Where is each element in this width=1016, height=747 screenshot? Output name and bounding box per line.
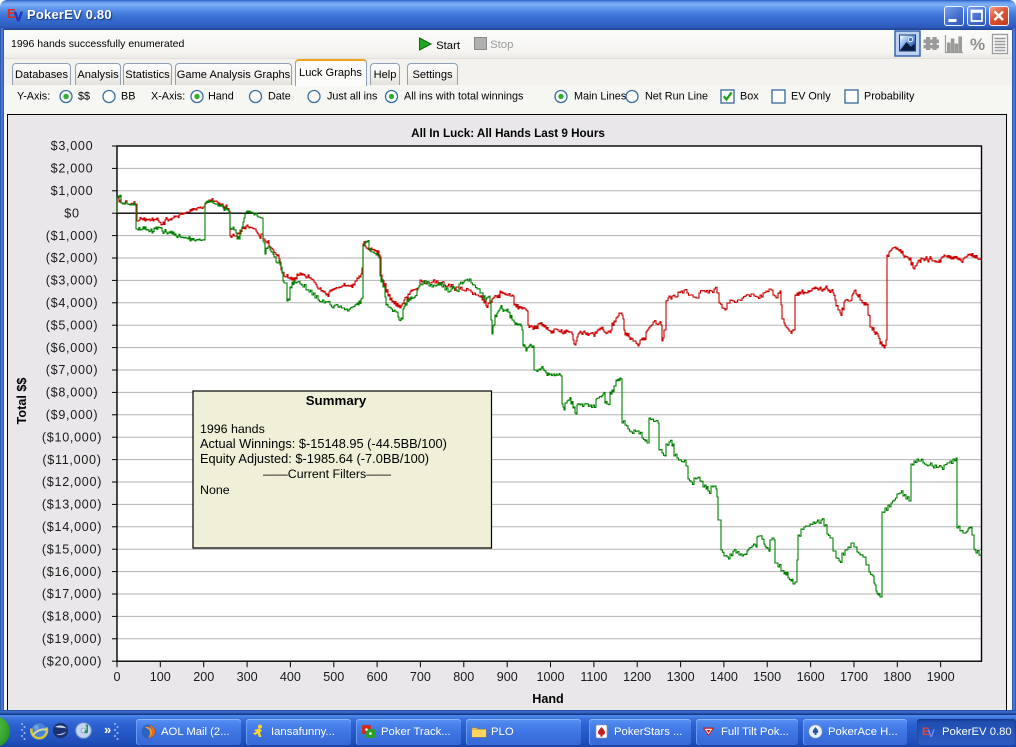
svg-text:1200: 1200 [623,670,651,684]
svg-text:Just all ins: Just all ins [327,91,378,103]
svg-text:Net Run Line: Net Run Line [645,91,708,103]
svg-text:Main Lines: Main Lines [574,91,627,103]
svg-text:($19,000): ($19,000) [42,632,102,646]
svg-text:%: % [970,35,985,54]
svg-text:500: 500 [323,670,344,684]
svg-text:All In Luck: All Hands Last 9: All In Luck: All Hands Last 9 Hours [411,127,605,140]
svg-text:($20,000): ($20,000) [42,654,102,668]
svg-text:Probability: Probability [864,91,915,103]
svg-text:($6,000): ($6,000) [46,341,99,355]
svg-text:»: » [104,722,111,737]
svg-text:1700: 1700 [840,670,868,684]
svg-text:E: E [922,726,929,738]
svg-text:V: V [14,9,23,24]
svg-text:($17,000): ($17,000) [42,587,102,601]
svg-text:Hand: Hand [208,91,234,103]
svg-text:Actual Winnings: $-15148.95 (-: Actual Winnings: $-15148.95 (-44.5BB/100… [200,436,447,451]
svg-text:$3,000: $3,000 [51,139,94,153]
svg-text:($11,000): ($11,000) [42,453,101,467]
svg-text:($1,000): ($1,000) [46,229,99,243]
svg-text:($5,000): ($5,000) [46,318,99,332]
svg-text:X-Axis:: X-Axis: [151,91,185,103]
svg-text:V: V [928,728,936,739]
svg-text:Box: Box [740,91,759,103]
svg-text:1600: 1600 [797,670,825,684]
svg-text:All ins with total winnings: All ins with total winnings [404,91,524,103]
svg-text:400: 400 [280,670,301,684]
svg-text:0: 0 [113,670,120,684]
svg-text:700: 700 [410,670,431,684]
svg-text:1400: 1400 [710,670,738,684]
svg-text:1500: 1500 [753,670,781,684]
svg-text:900: 900 [497,670,518,684]
svg-text:1800: 1800 [883,670,911,684]
svg-text:($15,000): ($15,000) [42,542,102,556]
svg-text:$0: $0 [64,206,79,220]
svg-text:EV Only: EV Only [791,91,831,103]
svg-text:($16,000): ($16,000) [42,565,102,579]
svg-text:600: 600 [367,670,388,684]
svg-text:Y-Axis:: Y-Axis: [17,91,50,103]
svg-text:($10,000): ($10,000) [42,430,102,444]
svg-text:300: 300 [237,670,258,684]
svg-text:200: 200 [193,670,214,684]
svg-text:($18,000): ($18,000) [42,610,102,624]
svg-text:1100: 1100 [580,670,607,684]
svg-text:Equity Adjusted: $-1985.64 (-7: Equity Adjusted: $-1985.64 (-7.0BB/100) [200,451,429,466]
svg-text:($14,000): ($14,000) [42,520,102,534]
svg-text:1996 hands: 1996 hands [200,422,265,436]
svg-text:$$: $$ [78,91,90,103]
svg-text:None: None [200,483,230,497]
svg-text:800: 800 [453,670,474,684]
svg-text:1900: 1900 [927,670,955,684]
svg-text:Summary: Summary [306,393,367,408]
svg-text:($2,000): ($2,000) [46,251,99,265]
svg-text:$2,000: $2,000 [51,162,94,176]
svg-text:($3,000): ($3,000) [46,274,99,288]
svg-text:Date: Date [268,91,291,103]
svg-text:($8,000): ($8,000) [46,386,99,400]
svg-text:1300: 1300 [667,670,695,684]
svg-text:($4,000): ($4,000) [46,296,99,310]
svg-text:($12,000): ($12,000) [42,475,102,489]
svg-text:BB: BB [121,91,135,103]
svg-text:($9,000): ($9,000) [46,408,99,422]
svg-text:E: E [7,6,16,21]
svg-text:Hand: Hand [532,692,563,706]
svg-text:Total $$: Total $$ [15,378,29,425]
svg-text:$1,000: $1,000 [51,184,94,198]
svg-text:($7,000): ($7,000) [46,363,99,377]
svg-text:($13,000): ($13,000) [42,498,102,512]
svg-text:100: 100 [150,670,171,684]
svg-text:——Current Filters——: ——Current Filters—— [263,467,392,481]
svg-text:1000: 1000 [536,670,564,684]
